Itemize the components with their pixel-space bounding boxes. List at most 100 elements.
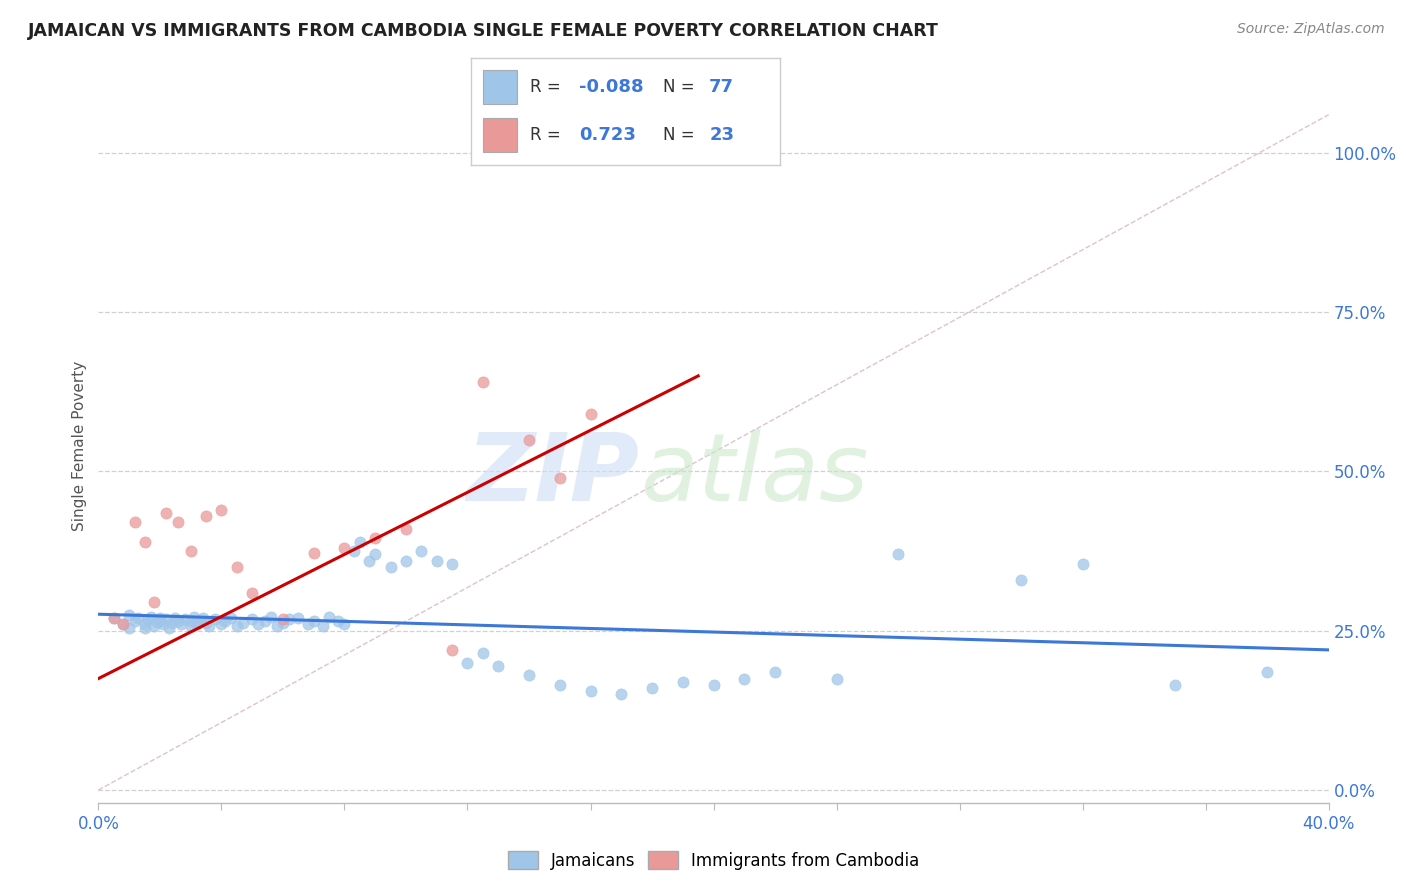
Point [167, 614, 190, 628]
Point [349, 534, 371, 549]
Point [672, 674, 695, 689]
Point [1164, 678, 1187, 692]
Text: R =: R = [530, 78, 561, 95]
Point [167, 516, 190, 530]
Point [887, 547, 910, 561]
Text: R =: R = [530, 126, 561, 144]
Point [471, 646, 494, 660]
Point [183, 609, 205, 624]
Point [247, 617, 270, 632]
Point [395, 522, 418, 536]
Text: 0.723: 0.723 [579, 126, 636, 144]
Text: ZIP: ZIP [467, 428, 640, 521]
Point [579, 407, 602, 421]
Point [195, 509, 218, 524]
Point [763, 665, 786, 680]
Point [302, 614, 325, 628]
Point [641, 681, 664, 695]
Point [733, 672, 755, 686]
Point [240, 612, 263, 626]
Point [149, 614, 172, 628]
Point [149, 611, 172, 625]
Point [517, 668, 540, 682]
Point [155, 612, 177, 626]
Point [471, 376, 494, 390]
Point [134, 534, 156, 549]
Point [240, 585, 263, 599]
Point [225, 618, 247, 632]
Point [825, 672, 848, 686]
Point [118, 607, 141, 622]
Point [146, 615, 169, 630]
Point [103, 611, 125, 625]
Text: -0.088: -0.088 [579, 78, 644, 95]
Point [118, 621, 141, 635]
Point [287, 611, 309, 625]
Point [328, 614, 350, 628]
Point [211, 502, 233, 516]
Text: N =: N = [662, 126, 695, 144]
Point [180, 618, 202, 632]
Point [195, 616, 218, 631]
Point [103, 611, 125, 625]
Point [142, 595, 165, 609]
Point [162, 616, 183, 631]
Point [703, 678, 725, 692]
Point [124, 614, 146, 628]
Point [191, 611, 214, 625]
Point [278, 612, 301, 626]
Point [548, 471, 571, 485]
Point [136, 612, 159, 626]
Point [1256, 665, 1278, 680]
Point [188, 614, 211, 628]
Y-axis label: Single Female Poverty: Single Female Poverty [72, 361, 87, 531]
Point [219, 611, 242, 625]
Point [579, 684, 602, 698]
Point [112, 617, 135, 632]
Point [1010, 573, 1032, 587]
Point [486, 658, 509, 673]
Point [260, 609, 283, 624]
Point [426, 554, 449, 568]
Point [271, 612, 294, 626]
Point [134, 617, 156, 632]
Point [173, 612, 195, 626]
Point [112, 617, 135, 632]
Point [1071, 557, 1094, 571]
Point [232, 616, 254, 631]
Point [152, 617, 174, 632]
Point [357, 554, 380, 568]
Point [155, 506, 177, 520]
Text: 77: 77 [709, 78, 734, 95]
Point [318, 609, 340, 624]
Point [364, 547, 387, 561]
Point [302, 546, 325, 560]
Point [312, 618, 335, 632]
Point [124, 516, 146, 530]
Point [142, 618, 165, 632]
Point [225, 560, 247, 574]
Point [364, 532, 387, 546]
Point [610, 688, 633, 702]
Point [186, 617, 208, 632]
Point [180, 614, 202, 628]
Point [411, 544, 433, 558]
Point [441, 643, 464, 657]
Text: Source: ZipAtlas.com: Source: ZipAtlas.com [1237, 22, 1385, 37]
Point [271, 616, 294, 631]
Point [456, 656, 478, 670]
Point [180, 544, 202, 558]
Point [165, 611, 187, 625]
Point [211, 617, 233, 632]
Text: 23: 23 [709, 126, 734, 144]
Point [157, 621, 180, 635]
Point [688, 143, 710, 157]
Text: JAMAICAN VS IMMIGRANTS FROM CAMBODIA SINGLE FEMALE POVERTY CORRELATION CHART: JAMAICAN VS IMMIGRANTS FROM CAMBODIA SIN… [28, 22, 939, 40]
Point [127, 611, 149, 625]
Point [441, 557, 464, 571]
Point [333, 617, 356, 632]
Point [517, 433, 540, 447]
Point [134, 621, 156, 635]
Point [266, 618, 288, 632]
Bar [484, 118, 517, 153]
